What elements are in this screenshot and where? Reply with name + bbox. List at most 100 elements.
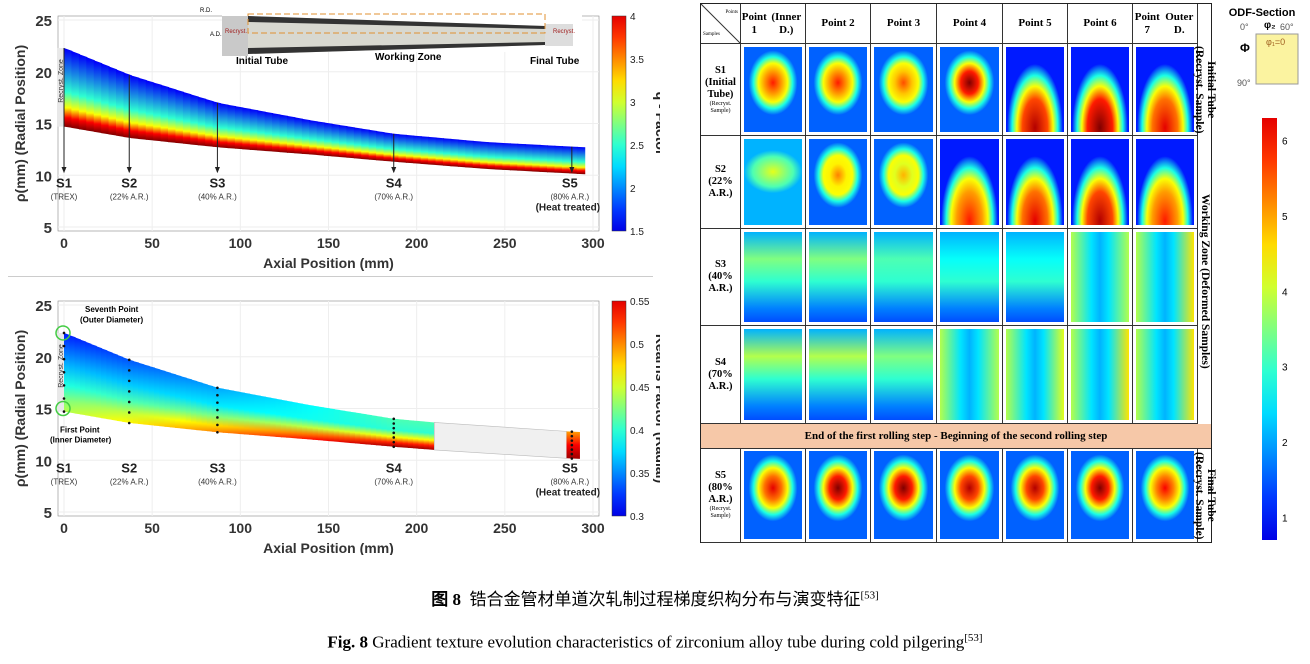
tube-band-slice (418, 421, 425, 450)
rolling-step-banner: End of the first rolling step - Beginnin… (701, 424, 1211, 449)
phi2-sixty: 60° (1280, 22, 1294, 32)
caption-cn-text: 锆合金管材单道次轧制过程梯度织构分布与演变特征 (469, 590, 861, 609)
tube-band-slice (116, 354, 124, 422)
Phi-ninety: 90° (1237, 78, 1251, 88)
column-header: Point 6 (1068, 4, 1133, 44)
odf-contour-map (940, 329, 999, 420)
recryst-zone-label: Recryst. Zone (58, 344, 65, 388)
odf-cell (1133, 44, 1198, 136)
odf-section-legend: ODF-Section 0° φ₂ 60° φ₁=0 Φ 90° 1 2 3 4 5 6 (1229, 7, 1299, 540)
odf-colorbar-tick: 3 (1282, 363, 1288, 374)
odf-colorbar-tick: 2 (1282, 438, 1288, 449)
tube-band-slice (153, 82, 162, 142)
x-tick-label: 250 (493, 520, 517, 536)
tube-band-slice (509, 143, 519, 171)
odf-colorbar-tick: 4 (1282, 287, 1288, 298)
tube-band-slice (143, 364, 150, 426)
measurement-point (62, 370, 66, 374)
phi2-label: φ₂ (1264, 20, 1276, 31)
column-label: Point 1 (741, 10, 767, 36)
row-label: A.R.) (708, 494, 733, 505)
measurement-point (570, 434, 574, 438)
tube-band-slice (413, 135, 422, 164)
seventh-point-label: Seventh Point (85, 305, 139, 314)
colorbar-tick: 0.55 (630, 297, 650, 308)
colorbar-tick: 4 (630, 12, 636, 23)
measurement-point (570, 439, 574, 442)
sample-note: (TREX) (51, 193, 78, 202)
tube-band-slice (116, 69, 125, 137)
sample-label: S4 (386, 176, 403, 191)
odf-cell (937, 448, 1003, 543)
odf-section-title: ODF-Section (1229, 7, 1296, 19)
sample-label: S2 (121, 176, 137, 191)
odf-cell (937, 229, 1003, 326)
odf-table: Points Samples Point 1 (Inner D.) Point 2 Poi… (700, 3, 1217, 543)
y-tick-label: 5 (44, 505, 52, 522)
tube-band-slice (259, 395, 267, 436)
caption-english: Fig. 8 Gradient texture evolution charac… (0, 632, 1310, 653)
y-axis-label: ρ(mm) (Radial Position) (12, 45, 28, 202)
odf-contour-map (744, 451, 802, 539)
x-tick-label: 0 (60, 235, 68, 251)
first-point-label-2: (Inner Diameter) (50, 436, 112, 445)
tube-band-slice (206, 384, 214, 432)
tube-band-slice (243, 392, 251, 435)
tube-band-slice (517, 143, 526, 172)
tube-band-slice (264, 111, 274, 152)
tube-band-slice (561, 146, 571, 174)
tube-band-slice (74, 337, 81, 415)
odf-cell (937, 44, 1003, 136)
odf-cell (806, 448, 871, 543)
odf-contour-map (1136, 329, 1194, 420)
sample-label: S3 (209, 176, 225, 191)
measurement-point (570, 452, 574, 456)
tube-band-slice (212, 101, 222, 148)
inset-recryst-right: Recryst. (553, 29, 575, 35)
measurement-point (392, 426, 396, 430)
tube-band-slice (249, 108, 259, 151)
odf-cell (871, 448, 937, 543)
tube-band-slice (78, 54, 88, 131)
sample-note: (70% A.R.) (374, 478, 413, 487)
row-label: A.R.) (708, 188, 733, 199)
sample-label: S1 (56, 176, 72, 191)
inner-point-circle (55, 400, 71, 417)
caption-en-ref: [53] (964, 632, 983, 644)
odf-cell (806, 326, 871, 424)
odf-cell (1133, 229, 1198, 326)
row-header: S2 (22% A.R.) (701, 136, 741, 229)
tube-band-slice (338, 124, 348, 158)
column-header: Point 1 (Inner D.) (741, 4, 806, 44)
row-label: A.R.) (708, 380, 733, 392)
tube-band-slice (328, 408, 335, 442)
measurement-point (127, 358, 131, 362)
column-label: Point 7 (1134, 10, 1160, 36)
column-label: Point 4 (952, 17, 987, 29)
tube-band-slice (435, 137, 445, 166)
odf-cell (937, 136, 1003, 229)
tube-band-slice (217, 387, 224, 433)
tube-band-slice (353, 127, 363, 159)
tube-band-slice (323, 407, 330, 442)
figure-number-en: Fig. 8 (327, 632, 369, 652)
row-label: (70% (708, 368, 733, 380)
tube-band-slice (71, 51, 80, 130)
tube-band-slice (279, 114, 288, 153)
tube-band-slice (429, 421, 436, 450)
row-label: S3 (714, 259, 727, 270)
measurement-point (216, 386, 219, 390)
tube-band-slice (539, 144, 549, 173)
odf-section-box (1255, 33, 1299, 85)
tube-band-slice (93, 60, 103, 134)
measurement-point (127, 411, 131, 414)
tube-band-slice (370, 415, 378, 446)
measurement-point (570, 448, 574, 451)
odf-contour-map (1006, 47, 1064, 132)
tube-band-slice (69, 335, 76, 414)
measurement-point (216, 401, 219, 404)
inset-final-tube (545, 24, 573, 46)
odf-contour-map (1071, 232, 1129, 322)
tube-band-slice (361, 128, 370, 160)
odf-cell (806, 229, 871, 326)
